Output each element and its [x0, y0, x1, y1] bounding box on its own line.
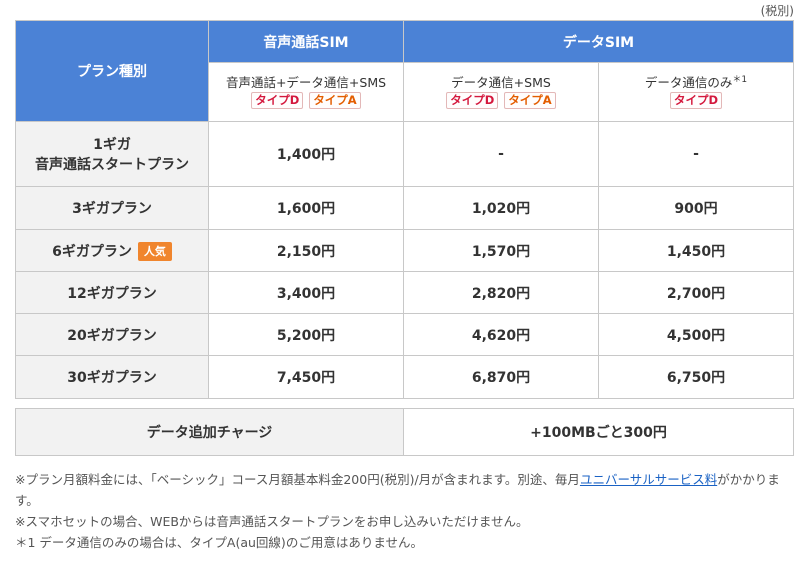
price-data-only: -	[597, 121, 795, 187]
plan-name: 6ギガプラン 人気	[15, 229, 209, 272]
data-charge-table: データ追加チャージ +100MBごと300円	[15, 408, 794, 456]
column-label: 音声通話+データ通信+SMS	[225, 74, 387, 90]
price-voice: 7,450円	[208, 355, 404, 399]
column-label: データ通信のみ	[644, 74, 733, 90]
type-d-badge: タイプD	[446, 92, 499, 110]
price-voice: 5,200円	[208, 313, 404, 356]
price-data-sms: 2,820円	[403, 271, 599, 314]
universal-service-fee-link[interactable]: ユニバーサルサービス料	[579, 472, 718, 487]
price-voice: 3,400円	[208, 271, 404, 314]
plan-type-header: プラン種別	[15, 20, 209, 122]
plan-name: 12ギガプラン	[15, 271, 209, 314]
price-data-only: 1,450円	[597, 229, 795, 272]
voice-data-sms-header: 音声通話+データ通信+SMS タイプD タイプA	[208, 62, 404, 122]
plan-name-text: 6ギガプラン	[52, 243, 132, 260]
price-data-sms: 4,620円	[403, 313, 599, 356]
header-row-sub: 音声通話+データ通信+SMS タイプD タイプA データ通信+SMS タイプD …	[16, 62, 795, 122]
header-row-top: プラン種別 音声通話SIM データSIM	[15, 20, 795, 122]
data-sms-header: データ通信+SMS タイプD タイプA	[403, 62, 599, 122]
price-data-sms: 1,570円	[403, 229, 599, 272]
footnote-1-text-end: がかかります。	[15, 472, 780, 508]
footnote-2: ※スマホセットの場合、WEBからは音声通話スタートプランをお申し込みいただけませ…	[15, 514, 529, 529]
price-data-only: 6,750円	[597, 355, 795, 399]
type-a-badge: タイプA	[504, 92, 556, 110]
price-data-only: 2,700円	[597, 271, 795, 314]
plan-name: 30ギガプラン	[15, 355, 209, 399]
voice-sim-header: 音声通話SIM	[208, 20, 404, 63]
plan-row-1gb: 1ギガ 音声通話スタートプラン 1,400円 - -	[15, 121, 795, 187]
plan-row-6gb: 6ギガプラン 人気 2,150円 1,570円 1,450円	[15, 229, 795, 272]
data-charge-label: データ追加チャージ	[15, 408, 404, 456]
data-charge-value: +100MBごと300円	[403, 408, 794, 456]
plan-row-20gb: 20ギガプラン 5,200円 4,620円 4,500円	[15, 313, 795, 356]
column-label: データ通信+SMS	[451, 74, 551, 90]
price-data-only: 900円	[597, 186, 795, 230]
plan-row-30gb: 30ギガプラン 7,450円 6,870円 6,750円	[15, 355, 795, 399]
price-data-sms: 6,870円	[403, 355, 599, 399]
footnote-marker: ＊1	[732, 74, 748, 85]
plan-row-12gb: 12ギガプラン 3,400円 2,820円 2,700円	[15, 271, 795, 314]
footnote-1: ※プラン月額料金には、「ベーシック」コース月額基本料金200円(税別)/月が含ま…	[15, 469, 793, 511]
plan-name: 20ギガプラン	[15, 313, 209, 356]
plan-name-line1: 1ギガ	[93, 137, 131, 153]
plan-name-line2: 音声通話スタートプラン	[35, 157, 189, 173]
price-voice: 2,150円	[208, 229, 404, 272]
popular-badge: 人気	[137, 241, 172, 261]
type-a-badge: タイプA	[309, 92, 361, 110]
price-voice: 1,400円	[208, 121, 404, 187]
data-sim-header: データSIM	[402, 20, 795, 63]
plan-price-table: プラン種別 音声通話SIM データSIM 音声通話+データ通信+SMS タイプD…	[15, 20, 795, 399]
type-d-badge: タイプD	[251, 92, 304, 110]
footnote-3: ＊1 データ通信のみの場合は、タイプA(au回線)のご用意はありません。	[15, 535, 423, 550]
price-data-sms: 1,020円	[403, 186, 599, 230]
plan-name: 1ギガ 音声通話スタートプラン	[15, 121, 209, 187]
tax-note: (税別)	[760, 4, 794, 18]
data-only-header: データ通信のみ＊1 タイプD	[597, 62, 795, 122]
plan-row-3gb: 3ギガプラン 1,600円 1,020円 900円	[15, 186, 795, 230]
type-d-badge: タイプD	[669, 92, 723, 110]
price-data-only: 4,500円	[597, 313, 795, 356]
plan-name: 3ギガプラン	[15, 186, 209, 230]
price-voice: 1,600円	[208, 186, 404, 230]
data-charge-row: データ追加チャージ +100MBごと300円	[15, 408, 794, 456]
price-data-sms: -	[403, 121, 599, 187]
footnotes: ※プラン月額料金には、「ベーシック」コース月額基本料金200円(税別)/月が含ま…	[15, 469, 793, 553]
footnote-1-text: ※プラン月額料金には、「ベーシック」コース月額基本料金200円(税別)/月が含ま…	[15, 472, 580, 487]
